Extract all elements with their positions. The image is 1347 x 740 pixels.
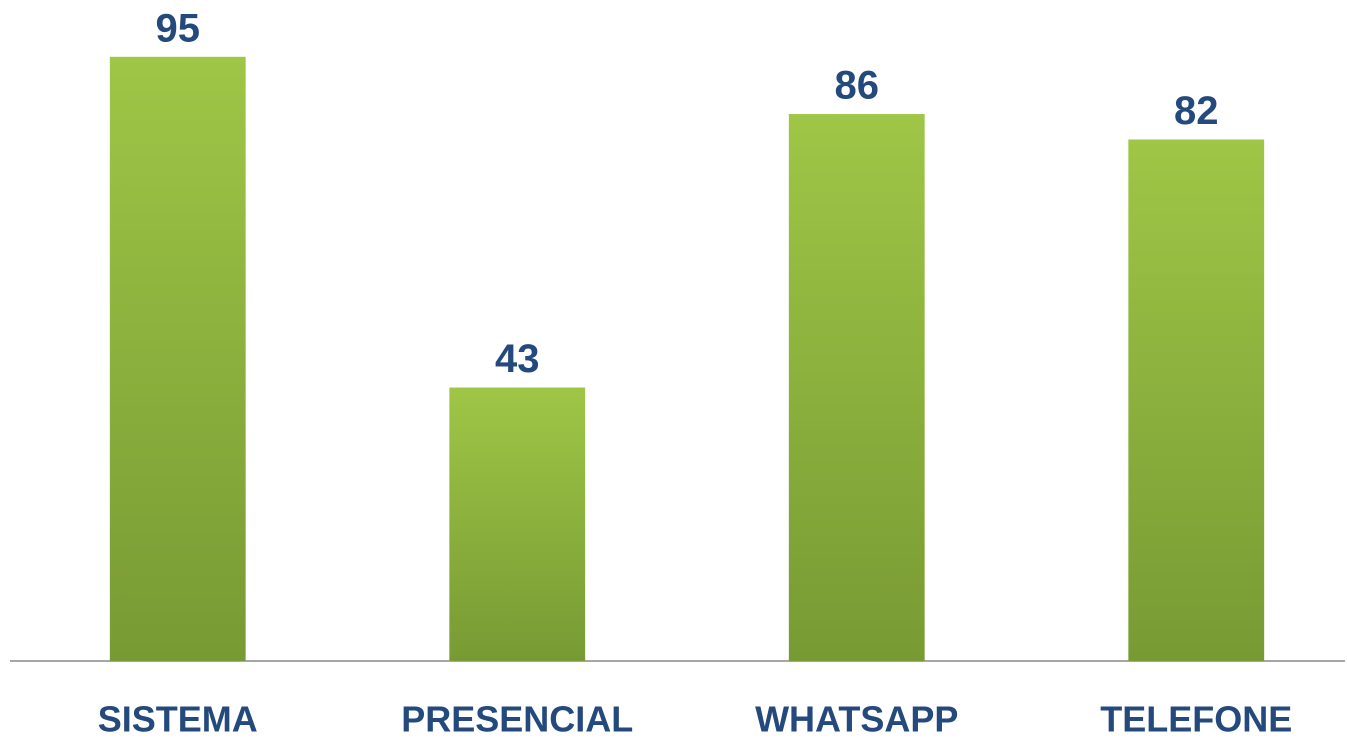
bar	[109, 56, 246, 662]
data-label: 43	[495, 337, 540, 381]
data-label: 95	[156, 6, 201, 50]
data-label: 82	[1174, 89, 1219, 133]
x-tick-label: PRESENCIAL	[401, 699, 633, 740]
bar	[788, 114, 925, 662]
data-label: 86	[835, 64, 880, 108]
x-tick-label: SISTEMA	[98, 699, 258, 740]
x-tick-label: TELEFONE	[1100, 699, 1292, 740]
x-tick-label: WHATSAPP	[755, 699, 958, 740]
bar	[449, 387, 586, 661]
bar	[1128, 139, 1265, 662]
